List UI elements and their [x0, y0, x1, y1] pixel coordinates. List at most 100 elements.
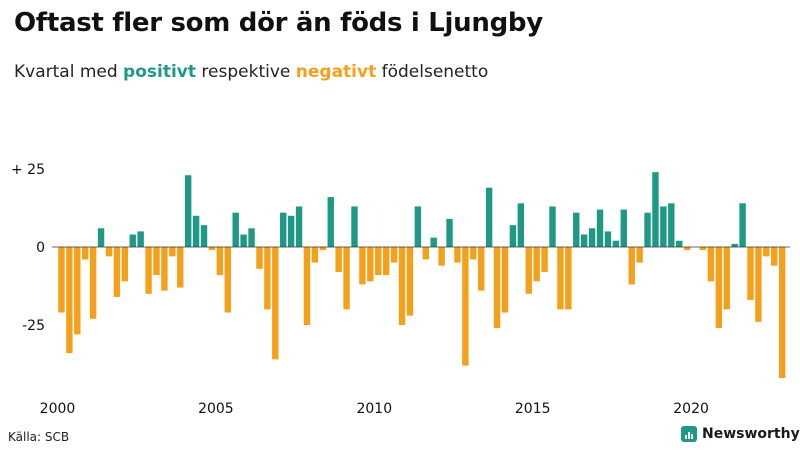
bar[interactable] — [382, 247, 390, 276]
bar[interactable] — [493, 247, 501, 329]
bar[interactable] — [58, 247, 65, 313]
bar[interactable] — [256, 247, 263, 269]
bar[interactable] — [319, 247, 327, 251]
bar[interactable] — [280, 212, 287, 247]
bar[interactable] — [248, 228, 255, 247]
bar[interactable] — [406, 247, 414, 316]
bar[interactable] — [454, 247, 461, 263]
bar[interactable] — [501, 247, 509, 313]
x-tick-label: 2010 — [356, 401, 392, 417]
subtitle-suffix: födelsenetto — [376, 62, 489, 82]
bar[interactable] — [359, 247, 366, 285]
bar[interactable] — [161, 247, 168, 291]
bar[interactable] — [557, 247, 564, 310]
bar[interactable] — [74, 247, 81, 335]
bar[interactable] — [485, 187, 493, 247]
subtitle-prefix: Kvartal med — [14, 62, 124, 82]
bar[interactable] — [303, 247, 311, 325]
bar[interactable] — [137, 231, 144, 247]
bar[interactable] — [82, 247, 89, 260]
bar[interactable] — [755, 247, 762, 322]
bar[interactable] — [668, 203, 675, 247]
bar[interactable] — [628, 247, 635, 285]
bar[interactable] — [739, 203, 746, 247]
bar[interactable] — [105, 247, 113, 257]
bar[interactable] — [604, 231, 612, 247]
bar[interactable] — [747, 247, 754, 301]
bar[interactable] — [462, 247, 469, 366]
bar[interactable] — [327, 197, 334, 247]
source-note: Källa: SCB — [8, 430, 70, 444]
bar[interactable] — [192, 215, 200, 247]
bar[interactable] — [264, 247, 271, 310]
bar[interactable] — [367, 247, 374, 282]
bar[interactable] — [414, 206, 422, 247]
bar[interactable] — [240, 234, 247, 247]
bar[interactable] — [184, 175, 192, 247]
bar[interactable] — [509, 225, 517, 247]
bar[interactable] — [660, 206, 667, 247]
bar[interactable] — [343, 247, 350, 310]
bar[interactable] — [66, 247, 73, 354]
bar[interactable] — [723, 247, 730, 310]
bar[interactable] — [113, 247, 121, 297]
bar[interactable] — [525, 247, 532, 294]
bar[interactable] — [612, 240, 620, 247]
bar[interactable] — [311, 247, 319, 263]
bar[interactable] — [470, 247, 477, 260]
bar[interactable] — [169, 247, 176, 257]
bar[interactable] — [375, 247, 382, 276]
bar[interactable] — [580, 234, 588, 247]
y-tick-label: 0 — [36, 240, 45, 256]
bar[interactable] — [707, 247, 715, 282]
bar[interactable] — [731, 243, 738, 247]
bar[interactable] — [683, 247, 691, 251]
bar[interactable] — [565, 247, 572, 310]
bar[interactable] — [216, 247, 224, 276]
bar[interactable] — [549, 206, 556, 247]
bar[interactable] — [89, 247, 97, 319]
bar[interactable] — [232, 212, 239, 247]
brand-logo[interactable]: Newsworthy — [681, 426, 800, 442]
bar[interactable] — [652, 172, 659, 247]
bar[interactable] — [287, 215, 295, 247]
bar[interactable] — [588, 228, 596, 247]
bar[interactable] — [351, 206, 358, 247]
bar[interactable] — [200, 225, 208, 247]
bar[interactable] — [517, 203, 525, 247]
bar[interactable] — [533, 247, 540, 282]
bar[interactable] — [644, 212, 651, 247]
bar[interactable] — [430, 237, 437, 247]
bar[interactable] — [97, 228, 105, 247]
bar[interactable] — [573, 212, 580, 247]
bar[interactable] — [208, 247, 216, 251]
bar[interactable] — [620, 209, 627, 247]
bar[interactable] — [145, 247, 152, 294]
bar[interactable] — [335, 247, 342, 272]
bar[interactable] — [121, 247, 129, 282]
bar[interactable] — [129, 234, 136, 247]
bar[interactable] — [771, 247, 778, 266]
bar[interactable] — [422, 247, 429, 260]
bar[interactable] — [676, 240, 683, 247]
bar[interactable] — [636, 247, 643, 263]
bar[interactable] — [272, 247, 279, 360]
bar[interactable] — [438, 247, 445, 266]
bar[interactable] — [177, 247, 184, 288]
bar[interactable] — [390, 247, 398, 263]
bar[interactable] — [541, 247, 548, 272]
bar[interactable] — [715, 247, 723, 329]
bar[interactable] — [699, 247, 707, 251]
bar[interactable] — [295, 206, 303, 247]
bar[interactable] — [398, 247, 406, 325]
bar[interactable] — [596, 209, 604, 247]
bar[interactable] — [778, 247, 786, 379]
bar[interactable] — [478, 247, 485, 291]
subtitle-negative-keyword: negativt — [295, 62, 377, 82]
y-tick-label: + 25 — [11, 162, 45, 178]
bar[interactable] — [763, 247, 770, 257]
bar[interactable] — [153, 247, 160, 276]
subtitle-middle: respektive — [196, 62, 296, 82]
bar[interactable] — [224, 247, 231, 313]
bar[interactable] — [446, 218, 453, 247]
